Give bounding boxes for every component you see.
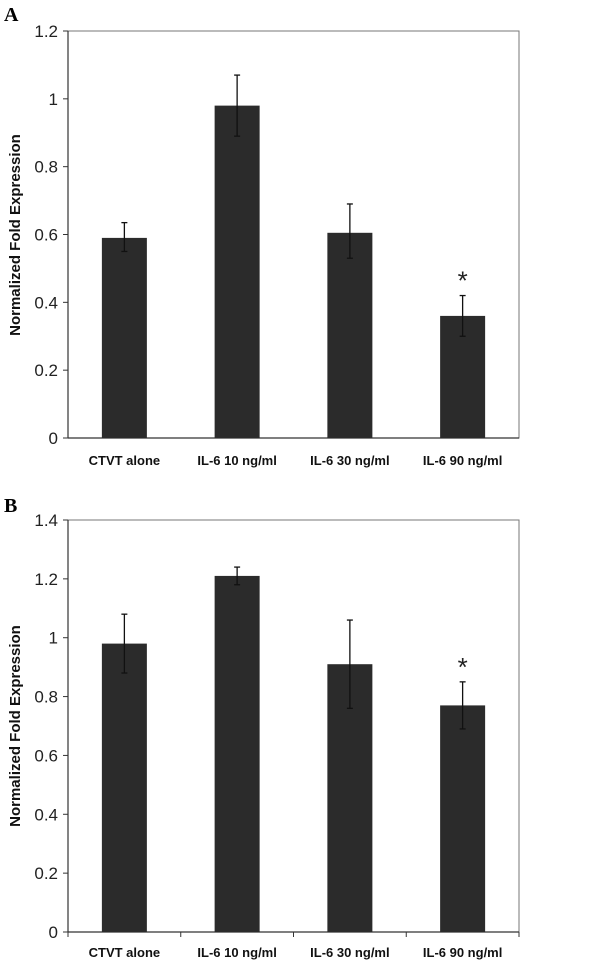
y-tick-label: 0.6	[34, 226, 58, 245]
y-tick-label: 1.2	[34, 22, 58, 41]
x-category-label: IL-6 90 ng/ml	[423, 453, 502, 468]
bar	[440, 705, 486, 932]
y-tick-label: 1	[49, 629, 58, 648]
x-category-label: CTVT alone	[89, 453, 161, 468]
bar	[327, 232, 373, 438]
y-tick-label: 0.4	[34, 293, 58, 312]
y-tick-label: 0	[49, 429, 58, 448]
y-tick-label: 1.2	[34, 570, 58, 589]
y-tick-label: 0.8	[34, 158, 58, 177]
y-tick-label: 0.2	[34, 864, 58, 883]
x-category-label: IL-6 30 ng/ml	[310, 945, 389, 960]
x-category-label: IL-6 30 ng/ml	[310, 453, 389, 468]
x-category-label: IL-6 90 ng/ml	[423, 945, 502, 960]
x-category-label: IL-6 10 ng/ml	[197, 945, 276, 960]
x-category-label: CTVT alone	[89, 945, 161, 960]
y-tick-label: 1.4	[34, 511, 58, 530]
bar	[214, 105, 260, 438]
y-tick-label: 1	[49, 90, 58, 109]
chart-panel-a: A 0 0.2 0.4 0.6 0.8 1 1.2 CTVT alone IL-6 10 ng/m…	[4, 4, 520, 468]
y-tick-label: 0	[49, 923, 58, 942]
x-category-label: IL-6 10 ng/ml	[197, 453, 276, 468]
significance-marker: *	[458, 652, 468, 682]
y-axis-title: Normalized Fold Expression	[7, 625, 24, 827]
panel-label: A	[4, 4, 19, 26]
bar	[214, 575, 260, 932]
y-axis-title: Normalized Fold Expression	[7, 134, 24, 336]
bar	[101, 643, 147, 932]
y-tick-label: 0.2	[34, 361, 58, 380]
panel-label: B	[4, 495, 17, 517]
significance-marker: *	[458, 266, 468, 296]
chart-panel-b: B 0 0.2 0.4 0.6 0.8 1 1.2 1.4 CTVT alone IL-6 10 n…	[4, 495, 520, 960]
y-tick-label: 0.8	[34, 688, 58, 707]
y-tick-label: 0.6	[34, 746, 58, 765]
bar	[101, 237, 147, 438]
y-tick-label: 0.4	[34, 805, 58, 824]
